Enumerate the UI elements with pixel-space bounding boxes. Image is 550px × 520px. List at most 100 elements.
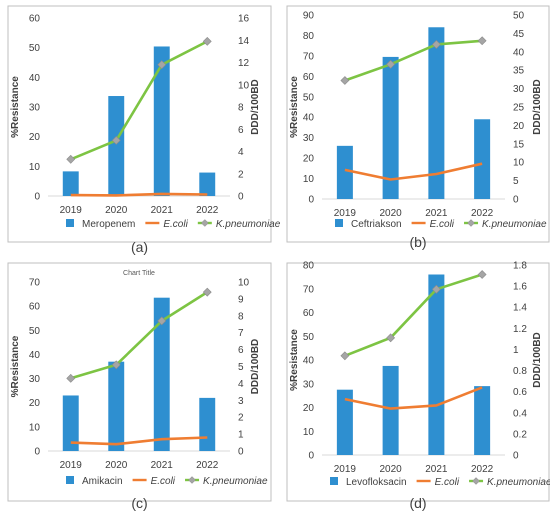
legend-label: E.coli bbox=[151, 476, 176, 487]
line-series-1 bbox=[344, 162, 483, 181]
y2-tick-label: 10 bbox=[238, 278, 250, 289]
y2-tick-label: 3 bbox=[238, 396, 244, 407]
y2-tick-label: 4 bbox=[238, 147, 244, 158]
legend-marker bbox=[188, 476, 196, 484]
y-tick-label: 20 bbox=[29, 132, 41, 143]
y-tick-label: 0 bbox=[34, 447, 40, 458]
y-tick-label: 50 bbox=[303, 332, 315, 343]
y2-tick-label: 0 bbox=[513, 451, 519, 462]
y-tick-label: 60 bbox=[29, 14, 41, 25]
y-tick-label: 30 bbox=[303, 133, 315, 144]
bar-meropenem bbox=[199, 172, 216, 196]
line-series-2 bbox=[70, 40, 208, 161]
bar-meropenem bbox=[62, 171, 79, 196]
legend-marker bbox=[200, 219, 209, 227]
chart-panel-3: 0 10 20 30 40 50 60 70 0 1 2 3 4 5 6 7 8 9 10 2019 2020 2021 2… bbox=[7, 262, 272, 511]
x-tick-label: 2020 bbox=[105, 460, 128, 471]
line-series-2 bbox=[70, 291, 208, 380]
panel-border bbox=[286, 5, 550, 243]
legend-label: E.coli bbox=[435, 477, 460, 488]
y-axis-title: %Resistance bbox=[289, 329, 300, 391]
data-point bbox=[66, 154, 76, 164]
y-axis-title: %Resistance bbox=[10, 76, 21, 138]
y-tick-label: 0 bbox=[34, 192, 40, 203]
legend-label: E.coli bbox=[430, 219, 455, 230]
y2-tick-label: 0 bbox=[238, 447, 244, 458]
bar-meropenem bbox=[108, 96, 125, 196]
data-point bbox=[477, 36, 487, 46]
y2-tick-label: 4 bbox=[238, 379, 244, 390]
y-tick-label: 0 bbox=[308, 451, 314, 462]
data-point bbox=[340, 76, 350, 85]
line-series-2 bbox=[344, 39, 483, 82]
legend-label: K.pneumoniae bbox=[216, 219, 281, 230]
line-series-1 bbox=[70, 192, 208, 197]
y2-tick-label: 2 bbox=[238, 169, 244, 180]
y2-tick-label: 10 bbox=[513, 158, 525, 169]
y-tick-label: 80 bbox=[303, 261, 315, 272]
data-point bbox=[202, 287, 212, 297]
x-tick-label: 2021 bbox=[151, 205, 174, 216]
data-point bbox=[202, 36, 212, 46]
x-tick-label: 2021 bbox=[425, 464, 448, 475]
y-tick-label: 80 bbox=[303, 31, 315, 42]
y2-tick-label: 30 bbox=[513, 84, 525, 95]
x-tick-label: 2019 bbox=[60, 205, 83, 216]
y2-axis-title: DDD/100BD bbox=[532, 79, 543, 135]
y2-tick-label: 0 bbox=[513, 195, 519, 206]
y-tick-label: 10 bbox=[29, 162, 41, 173]
panel-label: (a) bbox=[131, 239, 148, 255]
y-tick-label: 0 bbox=[308, 195, 314, 206]
y2-tick-label: 12 bbox=[238, 58, 250, 69]
data-point bbox=[340, 351, 350, 361]
bar-amikacin bbox=[62, 395, 79, 451]
y2-tick-label: 25 bbox=[513, 103, 525, 114]
x-tick-label: 2019 bbox=[334, 208, 357, 219]
y2-tick-label: 0.6 bbox=[513, 387, 527, 398]
data-point bbox=[66, 373, 76, 383]
x-tick-label: 2022 bbox=[471, 464, 494, 475]
y-tick-label: 50 bbox=[29, 43, 41, 54]
y-axis-title: %Resistance bbox=[289, 76, 300, 138]
bar-amikacin bbox=[108, 361, 125, 451]
line-series-2 bbox=[344, 273, 483, 358]
x-tick-label: 2021 bbox=[425, 208, 448, 219]
chart-title: Chart Title bbox=[123, 270, 155, 277]
y2-axis-title: DDD/100BD bbox=[532, 332, 543, 388]
bar-levofloksacin bbox=[428, 274, 445, 455]
legend-label: Ceftriakson bbox=[351, 219, 402, 230]
x-tick-label: 2020 bbox=[380, 208, 403, 219]
legend-label: K.pneumoniae bbox=[203, 476, 268, 487]
y-tick-label: 60 bbox=[303, 308, 315, 319]
y-tick-label: 30 bbox=[303, 379, 315, 390]
y2-tick-label: 0.8 bbox=[513, 366, 527, 377]
y-tick-label: 10 bbox=[303, 174, 315, 185]
legend-label: E.coli bbox=[163, 219, 188, 230]
bar-ceftriakson bbox=[336, 145, 353, 199]
data-point bbox=[157, 316, 167, 326]
y-tick-label: 20 bbox=[303, 403, 315, 414]
y2-tick-label: 35 bbox=[513, 66, 525, 77]
data-point bbox=[386, 59, 396, 69]
y-tick-label: 50 bbox=[29, 326, 41, 337]
y-tick-label: 40 bbox=[303, 356, 315, 367]
y-tick-label: 20 bbox=[303, 154, 315, 165]
data-point bbox=[431, 284, 441, 294]
x-tick-label: 2020 bbox=[380, 464, 403, 475]
y2-tick-label: 5 bbox=[238, 362, 244, 373]
y-axis-title: %Resistance bbox=[10, 335, 21, 397]
y2-tick-label: 9 bbox=[238, 294, 244, 305]
bar-meropenem bbox=[153, 46, 170, 197]
y2-tick-label: 10 bbox=[238, 80, 250, 91]
y2-tick-label: 0 bbox=[238, 192, 244, 203]
legend-label: Meropenem bbox=[82, 219, 135, 230]
x-tick-label: 2022 bbox=[196, 460, 219, 471]
y2-tick-label: 6 bbox=[238, 125, 244, 136]
y2-tick-label: 5 bbox=[513, 176, 519, 187]
x-tick-label: 2021 bbox=[151, 460, 174, 471]
y-tick-label: 40 bbox=[29, 73, 41, 84]
y2-tick-label: 1.4 bbox=[513, 303, 527, 314]
y2-axis-title: DDD/100BD bbox=[250, 339, 261, 395]
data-point bbox=[111, 360, 121, 370]
